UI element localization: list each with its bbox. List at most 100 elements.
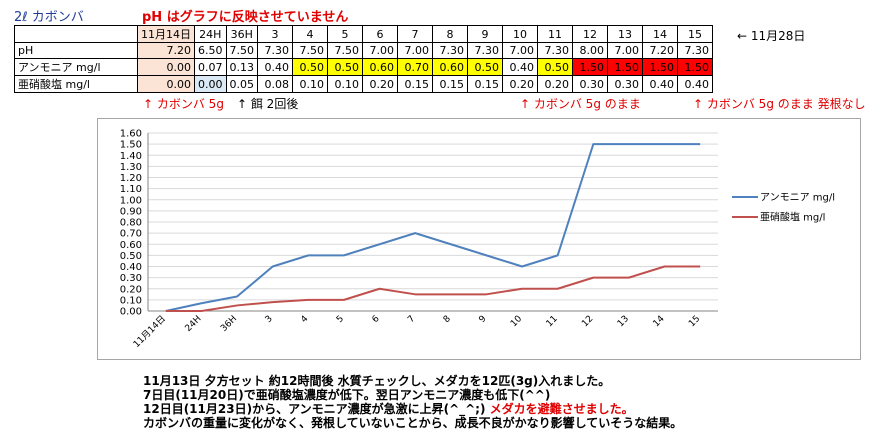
table-cell: 0.00 bbox=[194, 75, 227, 93]
y-tick-label: 0.10 bbox=[120, 295, 142, 306]
table-cell: 7.30 bbox=[257, 42, 293, 59]
x-tick-label: 7 bbox=[406, 314, 417, 325]
table-cell: 8.00 bbox=[572, 42, 608, 59]
y-tick-label: 0.30 bbox=[120, 273, 142, 284]
y-tick-label: 1.50 bbox=[120, 140, 142, 151]
x-tick-label: 8 bbox=[442, 314, 453, 325]
comment-line-3-alert: メダカを避難させました。 bbox=[489, 402, 634, 416]
table-cell: 0.50 bbox=[467, 58, 503, 76]
column-header: 15 bbox=[677, 25, 713, 43]
x-tick-label: 6 bbox=[371, 314, 382, 325]
data-table: 11月14日 24H 36H 3 4 5 6 7 8 9 10 11 12 13… bbox=[14, 25, 713, 93]
table-cell: 7.30 bbox=[677, 42, 713, 59]
table-header-row: 11月14日 24H 36H 3 4 5 6 7 8 9 10 11 12 13… bbox=[14, 25, 713, 43]
x-tick-label: 36H bbox=[219, 314, 239, 334]
table-cell: 0.15 bbox=[397, 75, 433, 93]
table-row-ammonia: アンモニア mg/l 0.00 0.07 0.13 0.40 0.50 0.50… bbox=[14, 58, 713, 76]
table-cell: 7.00 bbox=[502, 42, 538, 59]
y-tick-label: 0.20 bbox=[120, 284, 142, 295]
column-header: 4 bbox=[292, 25, 328, 43]
comment-line-2: 7日目(11月20日)で亜硝酸塩濃度が低下。翌日アンモニア濃度も低下(^^) bbox=[143, 388, 551, 402]
page-title: 2ℓ カボンバ bbox=[14, 10, 84, 25]
column-header: 11月14日 bbox=[137, 25, 195, 43]
table-cell: 0.40 bbox=[257, 58, 293, 76]
table-cell: 0.15 bbox=[432, 75, 468, 93]
row-label: pH bbox=[14, 42, 138, 59]
table-cell: 0.60 bbox=[432, 58, 468, 76]
y-tick-label: 1.10 bbox=[120, 184, 142, 195]
legend-label: 亜硝酸塩 mg/l bbox=[760, 211, 825, 224]
x-tick-label: 11 bbox=[545, 314, 560, 329]
y-tick-label: 1.30 bbox=[120, 162, 142, 173]
y-tick-label: 1.20 bbox=[120, 173, 142, 184]
table-cell: 0.40 bbox=[502, 58, 538, 76]
x-tick-label: 10 bbox=[509, 314, 524, 329]
legend-label: アンモニア mg/l bbox=[760, 193, 835, 204]
annotation-cabomba-5g: ↑ カボンバ 5g bbox=[143, 97, 224, 111]
table-cell: 7.50 bbox=[327, 42, 363, 59]
table-cell: 0.70 bbox=[397, 58, 433, 76]
comment-line-3-text: 12日目(11月23日)から、アンモニア濃度が急激に上昇(^_^;) bbox=[143, 402, 486, 416]
table-cell: 0.20 bbox=[537, 75, 573, 93]
y-tick-label: 0.40 bbox=[120, 262, 142, 273]
table-cell: 0.05 bbox=[225, 75, 258, 93]
date-note: ← 11月28日 bbox=[737, 29, 806, 43]
table-cell: 0.30 bbox=[607, 75, 643, 93]
row-label: アンモニア mg/l bbox=[14, 58, 138, 76]
annotation-cabomba-same: ↑ カボンバ 5g のまま bbox=[520, 97, 641, 111]
table-cell: 0.07 bbox=[194, 58, 227, 76]
table-cell: 1.50 bbox=[572, 58, 608, 76]
column-header: 10 bbox=[502, 25, 538, 43]
column-header: 9 bbox=[467, 25, 503, 43]
table-cell: 6.50 bbox=[194, 42, 227, 59]
column-header: 12 bbox=[572, 25, 608, 43]
table-cell: 7.30 bbox=[537, 42, 573, 59]
x-tick-label: 11月14日 bbox=[131, 313, 168, 350]
table-cell: 0.50 bbox=[537, 58, 573, 76]
table-corner-cell bbox=[14, 25, 138, 43]
x-tick-label: 14 bbox=[652, 314, 667, 329]
column-header: 13 bbox=[607, 25, 643, 43]
table-cell: 0.50 bbox=[292, 58, 328, 76]
table-cell: 1.50 bbox=[642, 58, 678, 76]
y-tick-label: 1.00 bbox=[120, 195, 142, 206]
x-tick-label: 12 bbox=[580, 314, 595, 329]
table-cell: 0.00 bbox=[137, 75, 195, 93]
table-cell: 0.40 bbox=[677, 75, 713, 93]
table-cell: 0.00 bbox=[137, 58, 195, 76]
x-tick-label: 9 bbox=[477, 314, 488, 325]
row-label: 亜硝酸塩 mg/l bbox=[14, 75, 138, 93]
table-cell: 0.08 bbox=[257, 75, 293, 93]
table-cell: 7.50 bbox=[292, 42, 328, 59]
column-header: 36H bbox=[225, 25, 258, 43]
chart-svg: 0.000.100.200.300.400.500.600.700.800.90… bbox=[120, 129, 835, 351]
y-tick-label: 0.00 bbox=[120, 307, 142, 318]
table-cell: 0.50 bbox=[327, 58, 363, 76]
x-tick-label: 24H bbox=[184, 314, 204, 334]
x-tick-label: 3 bbox=[264, 314, 275, 325]
table-row-ph: pH 7.20 6.50 7.50 7.30 7.50 7.50 7.00 7.… bbox=[14, 42, 713, 59]
y-tick-label: 1.40 bbox=[120, 151, 142, 162]
table-cell: 0.40 bbox=[642, 75, 678, 93]
table-row-nitrite: 亜硝酸塩 mg/l 0.00 0.00 0.05 0.08 0.10 0.10 … bbox=[14, 75, 713, 93]
table-cell: 1.50 bbox=[677, 58, 713, 76]
column-header: 3 bbox=[257, 25, 293, 43]
comments-block: 11月13日 夕方セット 約12時間後 水質チェックし、メダカを12匹(3g)入… bbox=[143, 374, 682, 430]
x-tick-label: 5 bbox=[335, 314, 346, 325]
column-header: 14 bbox=[642, 25, 678, 43]
table-cell: 0.20 bbox=[362, 75, 398, 93]
comment-line-3: 12日目(11月23日)から、アンモニア濃度が急激に上昇(^_^;) メダカを避… bbox=[143, 402, 682, 416]
table-cell: 7.50 bbox=[225, 42, 258, 59]
y-tick-label: 0.60 bbox=[120, 240, 142, 251]
line-chart: 0.00 0.10 0.20 0.30 0.40 0.50 0.60 0.70 0.80 0.90… bbox=[97, 118, 861, 360]
comment-line-1: 11月13日 夕方セット 約12時間後 水質チェックし、メダカを12匹(3g)入… bbox=[143, 374, 611, 388]
table-cell: 7.30 bbox=[432, 42, 468, 59]
column-header: 8 bbox=[432, 25, 468, 43]
series-line-1 bbox=[165, 265, 701, 312]
table-cell: 7.20 bbox=[137, 42, 195, 59]
annotation-no-rooting: ↑ カボンバ 5g のまま 発根なし bbox=[693, 97, 866, 111]
y-tick-label: 0.90 bbox=[120, 206, 142, 217]
x-tick-label: 4 bbox=[299, 314, 310, 325]
series-line-0 bbox=[165, 143, 701, 312]
y-tick-label: 0.80 bbox=[120, 218, 142, 229]
